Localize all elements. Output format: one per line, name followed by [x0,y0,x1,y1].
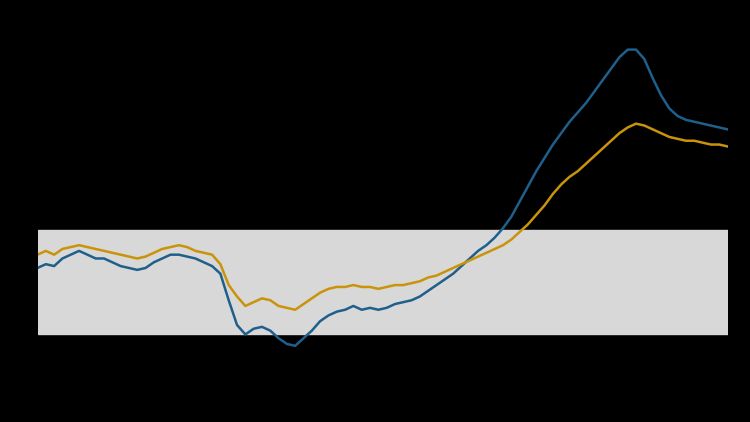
Bar [38,230,728,334]
